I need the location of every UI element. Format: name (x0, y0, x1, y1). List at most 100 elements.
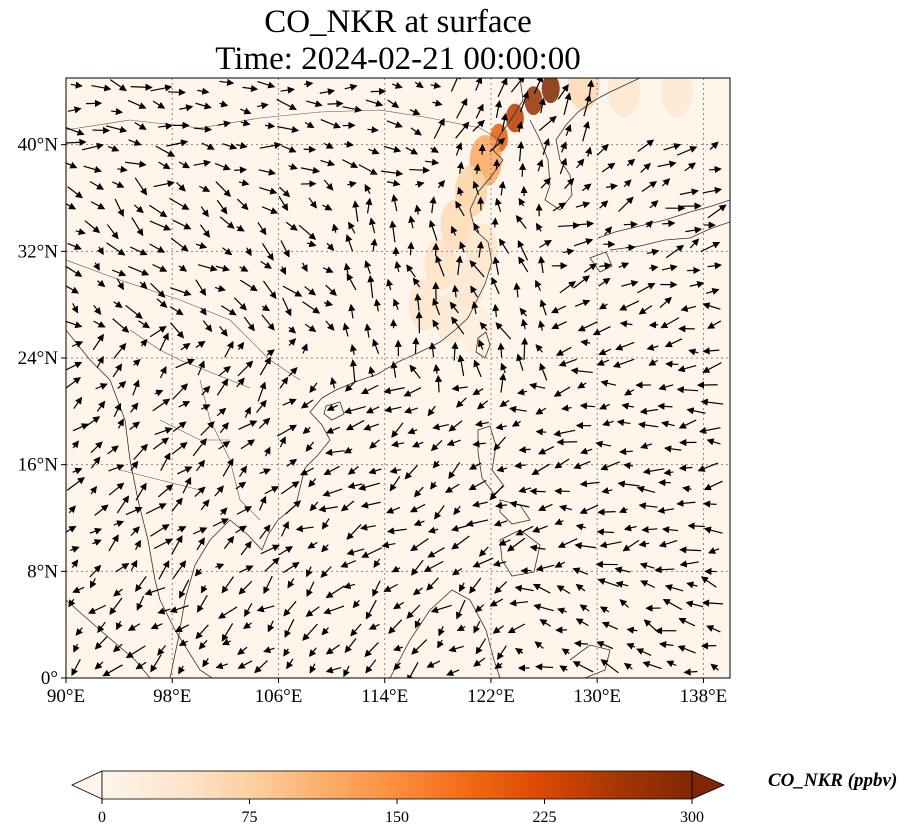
graticule (66, 78, 730, 678)
wind-arrow (618, 196, 634, 213)
wind-arrow (579, 480, 600, 488)
wind-arrow (459, 241, 466, 253)
wind-arrow (458, 582, 466, 593)
wind-arrow (94, 504, 109, 516)
wind-arrow (342, 105, 363, 113)
wind-arrow (138, 320, 151, 329)
wind-arrow (661, 178, 671, 187)
wind-arrow (648, 358, 658, 366)
wind-arrow (386, 278, 394, 291)
wind-arrow (646, 343, 659, 351)
wind-arrow (649, 264, 659, 272)
lat-tick-label: 0° (41, 668, 58, 689)
wind-arrow (637, 421, 659, 429)
wind-arrow (71, 658, 81, 677)
wind-arrow (597, 578, 620, 587)
wind-arrow (621, 280, 639, 288)
wind-arrow (384, 405, 402, 413)
wind-arrow (616, 418, 631, 427)
wind-arrow (640, 580, 656, 589)
wind-arrow (518, 197, 526, 207)
wind-arrow (536, 159, 544, 172)
wind-arrow (157, 607, 171, 615)
wind-arrow (83, 165, 102, 173)
wind-arrow (170, 287, 192, 297)
wind-arrow (215, 563, 225, 570)
wind-arrow (92, 539, 102, 546)
wind-arrow (149, 220, 172, 231)
wind-arrow (365, 599, 377, 620)
wind-arrow (261, 304, 271, 312)
lon-tick-label: 114°E (361, 686, 408, 707)
wind-arrow (320, 566, 332, 578)
wind-arrow (342, 322, 350, 337)
wind-arrow (529, 544, 546, 552)
wind-arrow (514, 461, 527, 470)
wind-arrow (619, 300, 640, 311)
wind-arrow (145, 503, 167, 515)
wind-arrow (677, 645, 696, 654)
wind-arrow (513, 282, 521, 298)
wind-arrow (303, 145, 317, 153)
wind-arrow (194, 486, 206, 497)
wind-arrow (237, 198, 249, 211)
wind-arrow (306, 581, 315, 598)
wind-arrow (469, 577, 482, 594)
lon-tick-label: 98°E (153, 686, 191, 707)
wind-arrow (89, 485, 98, 495)
wind-arrow (370, 238, 378, 252)
wind-arrow (599, 541, 622, 549)
wind-arrow (236, 506, 253, 515)
wind-arrow (599, 262, 612, 270)
wind-arrow (199, 307, 207, 316)
wind-arrow (157, 484, 174, 498)
wind-arrow (135, 482, 147, 501)
wind-arrow (285, 221, 298, 231)
wind-arrow (682, 485, 692, 493)
wind-arrow (199, 224, 211, 238)
wind-arrow (254, 660, 268, 674)
wind-arrow (561, 404, 572, 412)
plume-cell (660, 78, 693, 117)
wind-arrow (702, 186, 722, 195)
wind-arrow (153, 180, 175, 188)
wind-arrow (686, 581, 698, 589)
wind-arrow (572, 567, 589, 575)
lat-tick-label: 8°N (27, 561, 58, 582)
map-time-subtitle: Time: 2024-02-21 00:00:00 (215, 41, 581, 77)
wind-arrow (200, 421, 215, 436)
wind-arrow (383, 583, 398, 592)
wind-arrow (641, 525, 658, 534)
wind-arrow (364, 323, 372, 338)
wind-arrow (263, 446, 271, 457)
wind-arrow (68, 598, 76, 608)
wind-arrow (243, 316, 255, 332)
wind-arrow (665, 360, 679, 368)
wind-arrow (175, 358, 195, 369)
wind-arrow (535, 344, 543, 353)
wind-arrow (475, 78, 483, 91)
wind-arrow (196, 594, 208, 613)
wind-arrow (489, 598, 504, 607)
wind-arrow (152, 100, 166, 109)
wind-arrow (105, 125, 128, 134)
wind-arrow (150, 84, 173, 92)
wind-arrow (321, 544, 329, 553)
wind-arrow (325, 666, 342, 674)
wind-arrow (323, 299, 334, 307)
wind-arrow (67, 106, 82, 114)
wind-arrow (261, 314, 275, 331)
wind-arrow (128, 265, 150, 276)
wind-arrow (403, 387, 422, 397)
wind-arrow (539, 362, 548, 381)
wind-arrow (308, 197, 317, 209)
wind-arrow (518, 446, 531, 454)
wind-arrow (134, 177, 148, 196)
wind-arrow (601, 621, 619, 630)
wind-arrow (108, 464, 125, 472)
wind-arrow (192, 438, 207, 457)
wind-arrow (304, 80, 314, 88)
wind-arrow (89, 527, 103, 535)
wind-arrow (73, 396, 83, 409)
wind-arrow (306, 100, 323, 108)
